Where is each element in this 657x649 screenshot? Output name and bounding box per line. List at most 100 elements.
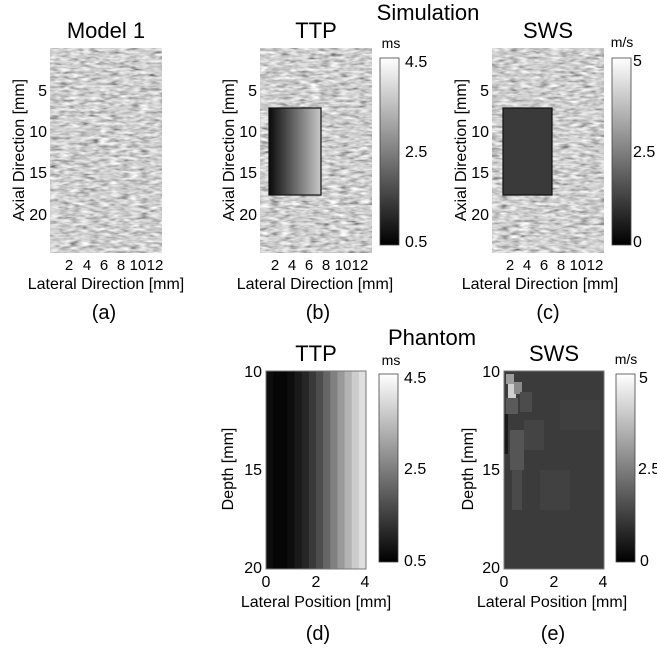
panel-e-heatmap-patch — [520, 392, 532, 412]
panel-b-xtick: 12 — [352, 257, 369, 274]
panel-e-ytick: 10 — [482, 364, 500, 381]
panel-d-heatmap-column — [316, 371, 324, 569]
panel-b-label: (b) — [306, 302, 330, 324]
panel-c-ylabel: Axial Direction [mm] — [453, 79, 470, 221]
panel-d-heatmap-column — [294, 371, 303, 569]
panel-b-ytick: 10 — [239, 124, 257, 141]
panel-d-colorbar-tick: 0.5 — [404, 553, 426, 570]
panel-d-heatmap-column — [323, 371, 331, 569]
panel-e-heatmap-patch — [506, 374, 514, 384]
panel-e-heatmap-patch — [504, 414, 508, 454]
panel-b-colorbar-tick: 0.5 — [405, 234, 427, 251]
panel-b-colorbar-unit: ms — [382, 35, 401, 51]
panel-a-xtick: 6 — [100, 257, 108, 274]
panel-c-colorbar — [611, 57, 632, 246]
panel-c-xlabel: Lateral Direction [mm] — [462, 276, 619, 293]
panel-d-heatmap-column — [280, 371, 289, 569]
panel-d: TTP 10 15 20 0 2 4 Lateral Position [mm]… — [220, 341, 426, 645]
panel-b-ytick: 5 — [248, 83, 257, 100]
panel-d-colorbar-unit: ms — [382, 352, 401, 368]
panel-e-heatmap-patch — [510, 430, 524, 470]
panel-c-colorbar-tick: 5 — [633, 53, 642, 70]
panel-c-xtick: 2 — [506, 257, 514, 274]
panel-a-ytick: 15 — [29, 165, 47, 182]
phantom-title: Phantom — [388, 325, 476, 350]
panel-d-heatmap-column — [273, 371, 281, 569]
panel-d-title: TTP — [295, 341, 337, 366]
panel-b-ytick: 15 — [239, 165, 257, 182]
panel-b-colorbar-tick: 4.5 — [405, 54, 427, 71]
panel-b-colorbar — [379, 57, 400, 246]
panel-e-patches — [504, 374, 600, 510]
panel-e-colorbar-tick: 0 — [640, 553, 649, 570]
panel-b-ylabel: Axial Direction [mm] — [221, 79, 238, 221]
panel-d-xticks: 0 2 4 — [262, 574, 370, 591]
panel-e-xticks: 0 2 4 — [500, 574, 608, 591]
panel-d-heatmap-column — [351, 371, 360, 569]
panel-c-colorbar-tick: 2.5 — [633, 144, 655, 161]
panel-b: TTP 5 10 15 20 2 4 6 8 10 12 Lateral Dir… — [221, 18, 427, 324]
panel-e-colorbar-tick: 2.5 — [638, 461, 657, 478]
panel-d-heatmap-column — [358, 371, 367, 569]
panel-e-heatmap-patch — [514, 382, 522, 394]
panel-c: SWS 5 10 15 20 2 4 6 8 10 12 Lateral Dir… — [453, 18, 655, 324]
panel-e-colorbar-unit: m/s — [615, 351, 638, 367]
panel-a-xlabel: Lateral Direction [mm] — [28, 276, 185, 293]
panel-d-xtick: 0 — [262, 574, 271, 591]
panel-e-colorbar-tick: 5 — [639, 370, 648, 387]
panel-d-heatmap — [266, 371, 367, 569]
panel-c-title: SWS — [523, 18, 573, 43]
panel-e-label: (e) — [541, 623, 565, 645]
panel-a: Model 1 5 10 15 20 2 4 6 8 10 12 Lateral… — [11, 18, 184, 324]
panel-d-xtick: 4 — [361, 574, 370, 591]
panel-a-ytick: 10 — [29, 124, 47, 141]
panel-c-xtick: 8 — [557, 257, 565, 274]
panel-c-xticks: 2 4 6 8 10 12 — [506, 257, 604, 274]
panel-d-colorbar-tick: 4.5 — [404, 370, 426, 387]
panel-b-xtick: 10 — [335, 257, 352, 274]
simulation-title: Simulation — [377, 0, 480, 25]
panel-c-label: (c) — [536, 302, 559, 324]
panel-c-ytick: 20 — [471, 207, 489, 224]
panel-d-yticks: 10 15 20 — [244, 364, 262, 577]
panel-d-xlabel: Lateral Position [mm] — [241, 594, 391, 611]
panel-e-xtick: 4 — [599, 574, 608, 591]
panel-e-ytick: 15 — [482, 462, 500, 479]
panel-b-xtick: 6 — [305, 257, 313, 274]
panel-c-xtick: 12 — [587, 257, 604, 274]
panel-b-xticks: 2 4 6 8 10 12 — [271, 257, 369, 274]
panel-c-xtick: 6 — [540, 257, 548, 274]
panel-e-title: SWS — [529, 341, 579, 366]
panel-e-heatmap-patch — [508, 384, 516, 398]
panel-e-heatmap-patch — [524, 420, 544, 450]
panel-e-xtick: 0 — [500, 574, 509, 591]
panel-b-xtick: 4 — [288, 257, 296, 274]
panel-a-xtick: 10 — [130, 257, 147, 274]
panel-d-heatmap-column — [301, 371, 310, 569]
panel-c-ytick: 15 — [471, 165, 489, 182]
panel-e-xlabel: Lateral Position [mm] — [477, 594, 627, 611]
panel-b-inclusion — [268, 107, 322, 196]
panel-e-ytick: 20 — [482, 560, 500, 577]
panel-d-ytick: 20 — [244, 560, 262, 577]
panel-d-heatmap-column — [344, 371, 353, 569]
panel-b-ytick: 20 — [239, 207, 257, 224]
panel-c-colorbar-tick: 0 — [633, 234, 642, 251]
panel-c-xtick: 10 — [570, 257, 587, 274]
panel-d-colorbar-tick: 2.5 — [404, 461, 426, 478]
panel-b-xlabel: Lateral Direction [mm] — [237, 276, 394, 293]
panel-d-colorbar — [378, 373, 399, 563]
panel-a-xtick: 4 — [83, 257, 91, 274]
panel-d-ylabel: Depth [mm] — [220, 428, 237, 511]
panel-a-title: Model 1 — [67, 18, 145, 43]
panel-e-yticks: 10 15 20 — [482, 364, 500, 577]
panel-d-ytick: 10 — [244, 364, 262, 381]
panel-c-xtick: 4 — [523, 257, 531, 274]
panel-e-heatmap-patch — [540, 470, 570, 510]
panel-b-colorbar-tick: 2.5 — [405, 144, 427, 161]
panel-d-ytick: 15 — [244, 462, 262, 479]
panel-b-title: TTP — [295, 18, 337, 43]
panel-c-yticks: 5 10 15 20 — [471, 83, 489, 224]
panel-c-inclusion — [502, 107, 553, 196]
